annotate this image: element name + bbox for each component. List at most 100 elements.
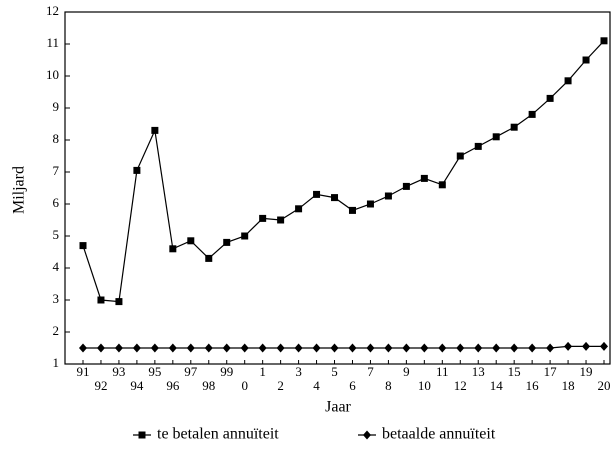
x-tick-label: 1: [259, 364, 266, 379]
legend-label: betaalde annuïteit: [382, 426, 496, 443]
x-tick-label: 91: [77, 364, 90, 379]
marker: [133, 166, 141, 174]
x-tick-label: 98: [202, 378, 215, 393]
y-tick-label: 8: [53, 131, 60, 146]
marker: [277, 216, 285, 224]
marker: [169, 245, 177, 253]
y-tick-label: 5: [53, 227, 60, 242]
x-tick-label: 9: [403, 364, 410, 379]
marker: [492, 133, 500, 141]
x-tick-label: 15: [508, 364, 521, 379]
x-tick-label: 14: [490, 378, 504, 393]
x-tick-label: 94: [130, 378, 144, 393]
x-tick-label: 96: [166, 378, 180, 393]
marker: [582, 341, 591, 351]
x-tick-label: 16: [526, 378, 540, 393]
marker: [276, 343, 285, 353]
marker: [313, 190, 321, 198]
marker: [187, 237, 195, 245]
marker: [348, 343, 357, 353]
y-tick-label: 4: [53, 259, 60, 274]
marker: [363, 430, 371, 440]
marker: [366, 200, 374, 208]
x-tick-label: 92: [94, 378, 107, 393]
marker: [384, 192, 392, 200]
marker: [241, 232, 249, 240]
x-tick-label: 0: [241, 378, 248, 393]
x-tick-label: 13: [472, 364, 485, 379]
x-tick-label: 12: [454, 378, 467, 393]
legend-label: te betalen annuïteit: [157, 426, 279, 443]
marker: [151, 126, 159, 134]
marker: [204, 343, 213, 353]
x-tick-label: 97: [184, 364, 198, 379]
marker: [79, 242, 87, 250]
x-tick-label: 8: [385, 378, 392, 393]
marker: [294, 343, 303, 353]
marker: [330, 343, 339, 353]
x-tick-label: 11: [436, 364, 449, 379]
marker: [402, 182, 410, 190]
y-tick-label: 6: [53, 195, 60, 210]
marker: [150, 343, 159, 353]
marker: [564, 341, 573, 351]
marker: [115, 298, 123, 306]
x-tick-label: 18: [562, 378, 575, 393]
marker: [402, 343, 411, 353]
marker: [600, 37, 608, 45]
marker: [456, 343, 465, 353]
marker: [295, 205, 303, 213]
y-tick-label: 11: [46, 35, 59, 50]
marker: [240, 343, 249, 353]
x-tick-label: 6: [349, 378, 356, 393]
marker: [259, 214, 267, 222]
y-tick-label: 9: [53, 99, 60, 114]
marker: [546, 343, 555, 353]
marker: [456, 152, 464, 160]
y-axis-label: Miljard: [11, 166, 28, 214]
x-tick-label: 7: [367, 364, 374, 379]
marker: [331, 194, 339, 202]
marker: [79, 343, 87, 353]
marker: [205, 254, 213, 262]
marker: [510, 123, 518, 131]
marker: [600, 341, 608, 351]
x-tick-label: 5: [331, 364, 338, 379]
y-tick-label: 10: [46, 67, 59, 82]
x-tick-label: 10: [418, 378, 431, 393]
marker: [438, 181, 446, 189]
y-tick-label: 2: [53, 323, 60, 338]
marker: [420, 174, 428, 182]
marker: [582, 56, 590, 64]
x-tick-label: 95: [148, 364, 161, 379]
x-tick-label: 4: [313, 378, 320, 393]
marker: [223, 238, 231, 246]
marker: [258, 343, 267, 353]
series-line: [83, 345, 604, 349]
x-axis-label: Jaar: [325, 399, 351, 416]
x-tick-label: 17: [544, 364, 558, 379]
x-tick-label: 99: [220, 364, 233, 379]
marker: [348, 206, 356, 214]
marker: [312, 343, 321, 353]
x-tick-label: 2: [277, 378, 284, 393]
series-line: [82, 40, 605, 303]
y-tick-label: 1: [53, 355, 60, 370]
marker: [168, 343, 177, 353]
marker: [564, 77, 572, 85]
marker: [132, 343, 141, 353]
y-tick-label: 7: [53, 163, 60, 178]
marker: [528, 343, 537, 353]
x-tick-label: 3: [295, 364, 302, 379]
x-tick-label: 19: [580, 364, 593, 379]
y-tick-label: 3: [53, 291, 60, 306]
x-tick-label: 20: [598, 378, 611, 393]
marker: [474, 343, 483, 353]
marker: [96, 343, 105, 353]
marker: [438, 343, 447, 353]
marker: [384, 343, 393, 353]
marker: [420, 343, 429, 353]
marker: [528, 110, 536, 118]
marker: [186, 343, 195, 353]
